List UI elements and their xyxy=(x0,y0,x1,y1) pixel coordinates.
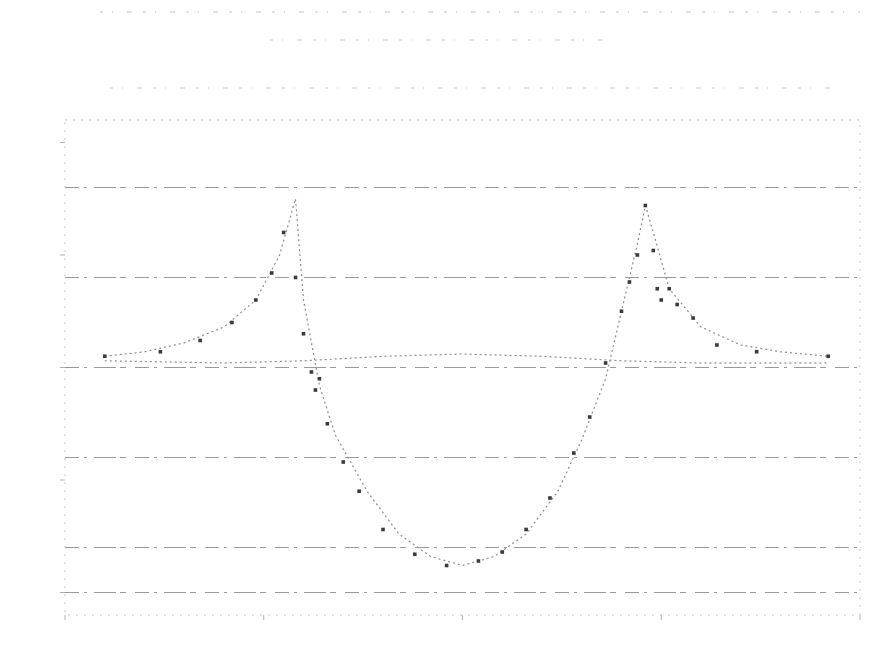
data-point xyxy=(651,248,656,253)
data-point xyxy=(293,275,298,280)
axis-ticks xyxy=(60,142,861,620)
data-point xyxy=(587,415,592,419)
series-line xyxy=(104,353,829,364)
data-point xyxy=(301,331,306,336)
data-points xyxy=(102,203,830,568)
data-point xyxy=(619,309,624,314)
data-point xyxy=(826,354,830,359)
data-point xyxy=(655,286,660,291)
data-point xyxy=(444,563,449,568)
data-point xyxy=(476,559,481,563)
data-point xyxy=(269,271,274,275)
data-point xyxy=(659,298,664,302)
data-point xyxy=(548,496,552,500)
data-point xyxy=(381,527,385,532)
data-point xyxy=(281,230,286,235)
data-point xyxy=(754,349,759,354)
data-point xyxy=(643,203,648,208)
data-point xyxy=(317,376,322,381)
data-point xyxy=(313,388,318,392)
data-point xyxy=(635,253,640,257)
data-point xyxy=(603,361,608,365)
data-point xyxy=(102,354,107,359)
data-point xyxy=(198,338,202,343)
data-point xyxy=(500,550,505,554)
data-point xyxy=(675,302,679,307)
data-point xyxy=(572,451,576,455)
data-point xyxy=(715,343,719,347)
grid-lines xyxy=(65,187,860,593)
data-point xyxy=(341,460,346,464)
data-point xyxy=(158,349,163,354)
data-point xyxy=(524,527,528,532)
data-point xyxy=(413,552,417,557)
series-lines xyxy=(104,198,829,567)
data-point xyxy=(230,320,234,325)
data-point xyxy=(254,298,258,302)
data-point xyxy=(627,280,632,284)
data-point xyxy=(691,316,695,320)
data-point xyxy=(357,489,361,494)
data-point xyxy=(325,421,330,426)
series-line xyxy=(104,198,829,567)
faint-title-marks xyxy=(100,11,860,89)
data-point xyxy=(309,370,314,374)
data-point xyxy=(667,286,671,291)
